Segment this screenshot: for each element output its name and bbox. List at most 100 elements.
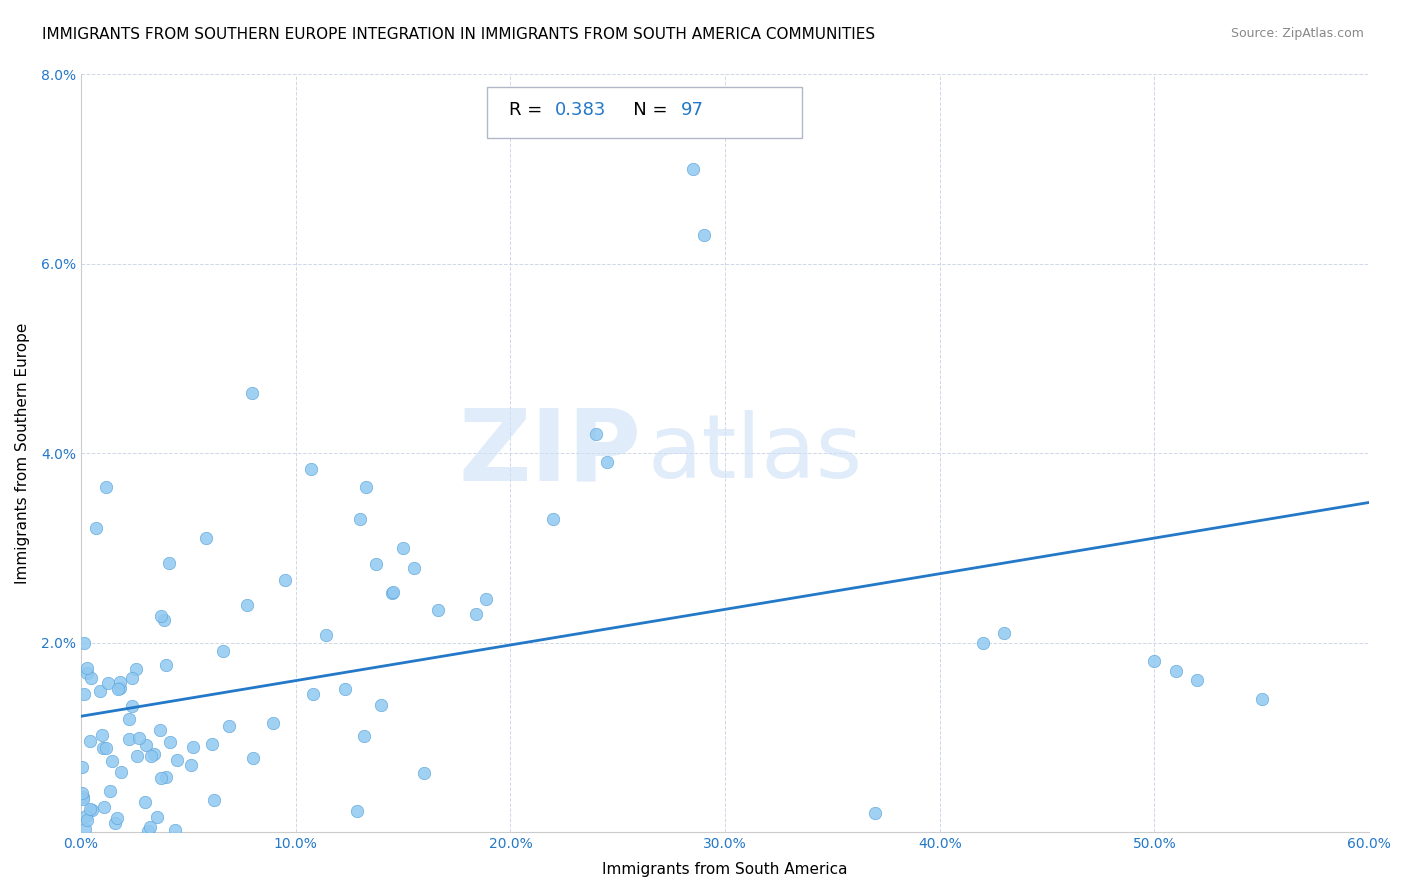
Point bbox=[94, 480, 117, 494]
Point bbox=[76, 814, 98, 828]
Point bbox=[80, 803, 103, 817]
Point bbox=[1250, 692, 1272, 706]
Point bbox=[1164, 664, 1187, 678]
Point bbox=[353, 729, 375, 743]
Point bbox=[392, 541, 415, 555]
Point bbox=[194, 532, 217, 546]
Point bbox=[426, 603, 449, 617]
Point bbox=[134, 795, 156, 809]
Point bbox=[91, 728, 114, 742]
Point bbox=[146, 810, 169, 824]
Text: 97: 97 bbox=[682, 102, 704, 120]
Point bbox=[972, 635, 994, 649]
Point bbox=[149, 723, 172, 738]
Y-axis label: Immigrants from Southern Europe: Immigrants from Southern Europe bbox=[15, 322, 30, 583]
Point bbox=[72, 791, 94, 805]
Point bbox=[72, 786, 94, 800]
Point bbox=[110, 765, 132, 780]
Point bbox=[180, 758, 202, 772]
Point bbox=[366, 558, 388, 572]
Point bbox=[242, 751, 264, 765]
Point bbox=[474, 592, 496, 607]
Text: atlas: atlas bbox=[648, 409, 863, 497]
Point bbox=[118, 712, 141, 726]
Point bbox=[299, 462, 322, 476]
Point bbox=[72, 687, 94, 701]
Point bbox=[72, 789, 94, 804]
Point bbox=[201, 737, 224, 751]
Point bbox=[1187, 673, 1209, 688]
Point bbox=[333, 681, 356, 696]
Point bbox=[108, 681, 131, 695]
Point bbox=[211, 644, 233, 658]
Point bbox=[183, 739, 205, 754]
Point bbox=[139, 820, 162, 834]
Point bbox=[124, 662, 146, 676]
Point bbox=[142, 747, 165, 761]
Point bbox=[159, 735, 181, 749]
Point bbox=[993, 626, 1015, 640]
Point bbox=[91, 740, 114, 755]
Point bbox=[80, 671, 103, 685]
Point bbox=[89, 683, 111, 698]
Point bbox=[135, 738, 157, 752]
Point bbox=[75, 822, 97, 836]
Point bbox=[315, 628, 337, 642]
Point bbox=[155, 770, 177, 784]
Text: Source: ZipAtlas.com: Source: ZipAtlas.com bbox=[1230, 27, 1364, 40]
Point bbox=[97, 676, 120, 690]
Point bbox=[98, 784, 121, 798]
Point bbox=[121, 671, 143, 685]
Point bbox=[413, 766, 436, 780]
Point bbox=[75, 809, 97, 823]
Point bbox=[70, 760, 93, 774]
Point bbox=[128, 731, 150, 746]
Point bbox=[84, 521, 107, 535]
Point bbox=[218, 719, 240, 733]
Point bbox=[76, 660, 98, 674]
Point bbox=[93, 800, 115, 814]
Text: ZIP: ZIP bbox=[458, 405, 641, 501]
Text: N =: N = bbox=[616, 102, 673, 120]
Point bbox=[157, 556, 180, 570]
X-axis label: Immigrants from South America: Immigrants from South America bbox=[602, 862, 848, 877]
Point bbox=[121, 699, 143, 714]
Point bbox=[166, 753, 188, 767]
Point bbox=[236, 599, 259, 613]
Point bbox=[155, 657, 177, 672]
FancyBboxPatch shape bbox=[486, 87, 803, 138]
Point bbox=[139, 748, 162, 763]
Point bbox=[127, 748, 149, 763]
Point bbox=[302, 687, 325, 701]
Point bbox=[682, 161, 704, 176]
Point bbox=[163, 822, 186, 837]
Point bbox=[262, 716, 284, 731]
Point bbox=[118, 732, 141, 747]
Point bbox=[543, 512, 565, 526]
Point bbox=[402, 561, 425, 575]
Point bbox=[596, 455, 619, 469]
Point bbox=[79, 802, 101, 816]
Point bbox=[382, 585, 405, 599]
Point bbox=[692, 228, 714, 243]
Point bbox=[138, 824, 160, 838]
Point bbox=[108, 675, 131, 690]
Point bbox=[150, 608, 173, 623]
Point bbox=[100, 754, 122, 768]
Point bbox=[73, 636, 96, 650]
Point bbox=[104, 816, 127, 830]
Point bbox=[274, 574, 297, 588]
Point bbox=[153, 613, 176, 627]
Text: IMMIGRANTS FROM SOUTHERN EUROPE INTEGRATION IN IMMIGRANTS FROM SOUTH AMERICA COM: IMMIGRANTS FROM SOUTHERN EUROPE INTEGRAT… bbox=[42, 27, 876, 42]
Text: R =: R = bbox=[509, 102, 548, 120]
Point bbox=[585, 427, 607, 442]
Point bbox=[96, 741, 118, 756]
Point bbox=[346, 804, 368, 818]
Point bbox=[354, 480, 377, 494]
Point bbox=[202, 793, 225, 807]
Point bbox=[370, 698, 392, 713]
Point bbox=[865, 806, 887, 821]
Point bbox=[79, 734, 101, 748]
Text: 0.383: 0.383 bbox=[555, 102, 606, 120]
Point bbox=[107, 682, 129, 697]
